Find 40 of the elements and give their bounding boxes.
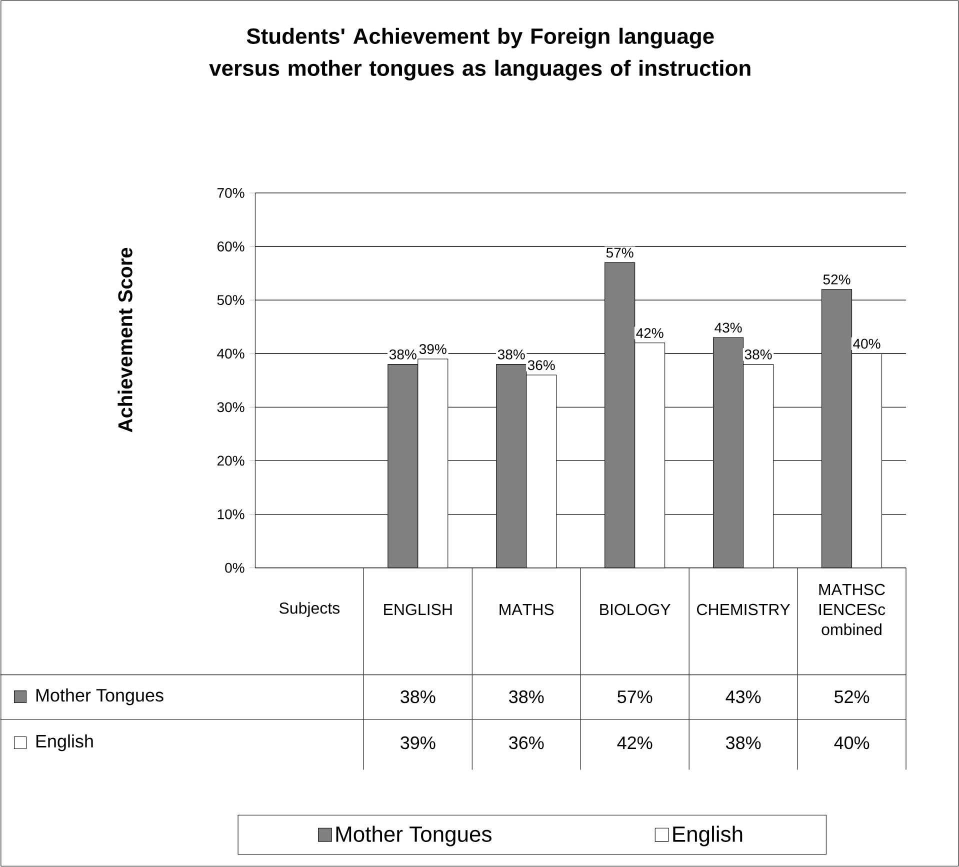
text: English bbox=[36, 734, 93, 752]
text: 40% bbox=[853, 338, 880, 349]
y-tick-label: 0% bbox=[225, 563, 244, 573]
x-tick-label: ENGLISH bbox=[384, 604, 452, 616]
text: Mother Tongues bbox=[336, 826, 492, 846]
data-label: 39% bbox=[400, 736, 436, 750]
y-tick-label: 60% bbox=[218, 242, 244, 252]
y-tick-label: 40% bbox=[217, 348, 244, 359]
y-tick-label: 50% bbox=[217, 295, 244, 306]
text: 38% bbox=[744, 350, 772, 360]
data-label: 36% bbox=[509, 736, 544, 750]
text: 57% bbox=[606, 248, 634, 258]
text: 52% bbox=[823, 274, 850, 285]
legend-label: Mother Tongues bbox=[36, 688, 164, 706]
y-tick-label: 20% bbox=[218, 456, 244, 466]
legend-label: English bbox=[673, 826, 742, 846]
text: 36% bbox=[528, 360, 555, 370]
data-label: 52% bbox=[834, 690, 870, 704]
text: 38% bbox=[389, 350, 416, 360]
y-tick-label: 30% bbox=[217, 402, 244, 412]
x-tick-label: MATHSCIENCEScombined bbox=[819, 584, 886, 636]
data-label: 38% bbox=[726, 736, 761, 750]
text: 38% bbox=[498, 350, 525, 360]
data-label: 42% bbox=[617, 736, 652, 750]
text: 43% bbox=[714, 322, 742, 333]
chart-title: Students' Achievement by Foreign language versus mother tongues as languages of instruction bbox=[209, 28, 750, 81]
x-tick-label: Subjects bbox=[279, 602, 340, 618]
data-label: 57% bbox=[618, 690, 652, 704]
y-axis-title: Achievement Score bbox=[118, 248, 132, 432]
x-tick-label: CHEMISTRY bbox=[697, 604, 790, 616]
y-tick-label: 70% bbox=[218, 188, 244, 198]
data-label: 40% bbox=[834, 736, 870, 750]
x-tick-label: MATHS bbox=[500, 604, 554, 616]
text: 42% bbox=[636, 328, 664, 338]
y-tick-label: 10% bbox=[218, 509, 244, 520]
x-tick-label: BIOLOGY bbox=[600, 604, 670, 616]
text: 39% bbox=[419, 344, 446, 354]
data-label: 38% bbox=[400, 690, 436, 704]
data-label: 43% bbox=[726, 690, 761, 704]
data-label: 38% bbox=[509, 690, 544, 704]
